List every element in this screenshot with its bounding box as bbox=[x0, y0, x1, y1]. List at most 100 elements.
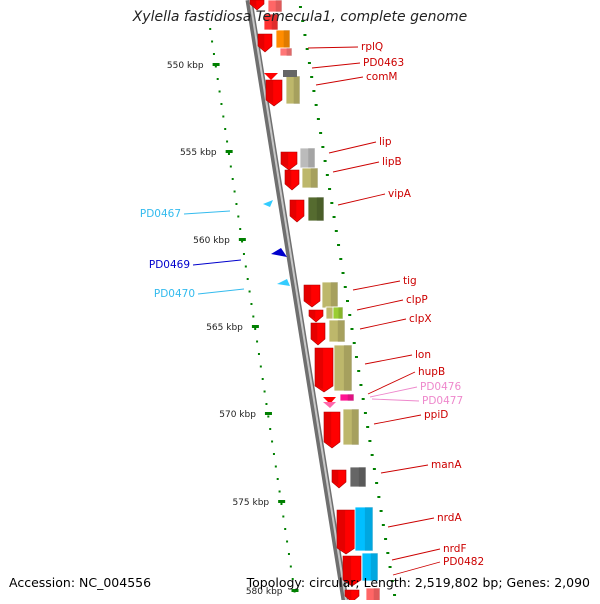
gene-label-leader bbox=[197, 288, 245, 295]
scale-major-tick bbox=[251, 325, 259, 328]
outer-tick-dot bbox=[377, 496, 381, 498]
scale-dot bbox=[218, 90, 221, 93]
scale-dot bbox=[287, 553, 290, 555]
gene-arrow-red bbox=[336, 509, 356, 555]
cog-block-gray bbox=[349, 466, 367, 488]
scale-dot bbox=[229, 165, 232, 168]
gene-label-leader bbox=[337, 193, 386, 206]
gene-arrow-red bbox=[265, 79, 283, 107]
scale-dot bbox=[242, 253, 245, 255]
cog-block-lime-shade bbox=[338, 307, 343, 319]
scale-dot bbox=[274, 465, 277, 468]
gene-label-leader bbox=[307, 46, 359, 49]
scale-dot bbox=[237, 215, 240, 218]
gene-label: PD0469 bbox=[149, 259, 190, 271]
gene-label: nrdA bbox=[437, 512, 462, 524]
scale-dot bbox=[252, 315, 255, 318]
outer-tick-dot bbox=[330, 202, 334, 204]
scale-dot bbox=[254, 328, 257, 330]
gene-label-leader bbox=[371, 398, 420, 402]
gene-label: PD0477 bbox=[422, 395, 463, 407]
gene-arrow-shade bbox=[281, 152, 289, 167]
scale-dot bbox=[211, 40, 214, 43]
gene-arrow-shade bbox=[332, 470, 339, 485]
gene-label: nrdF bbox=[443, 543, 467, 555]
cog-block-lime-body bbox=[332, 306, 344, 320]
gene-arrow-small bbox=[264, 73, 278, 80]
scale-dot bbox=[267, 415, 270, 418]
cog-block-magenta-shade bbox=[347, 394, 354, 401]
outer-tick-dot bbox=[354, 356, 358, 358]
outer-tick-dot bbox=[388, 566, 392, 568]
gene-arrow-red bbox=[280, 151, 298, 171]
cog-block-pinklight-shade bbox=[286, 48, 292, 56]
outer-tick-dot bbox=[328, 188, 332, 190]
gene-label: clpX bbox=[409, 313, 432, 325]
gene-arrow-red bbox=[344, 589, 360, 603]
scale-dot bbox=[256, 340, 259, 343]
cog-block-khaki-body bbox=[301, 167, 319, 189]
scale-dot bbox=[257, 353, 260, 355]
gene-arrow-shade bbox=[324, 412, 332, 445]
gene-label-leader bbox=[315, 76, 364, 86]
gene-label: tig bbox=[403, 275, 417, 287]
gene-label-leader bbox=[369, 386, 418, 398]
gene-label-leader bbox=[183, 210, 231, 215]
gene-arrow-shade bbox=[311, 323, 318, 342]
scale-dot bbox=[286, 540, 289, 543]
outer-tick-dot bbox=[307, 62, 311, 64]
scale-major-tick bbox=[291, 589, 299, 592]
cog-block-cyan bbox=[354, 506, 374, 552]
gene-arrow-shade bbox=[290, 200, 297, 219]
scale-label: 555 kbp bbox=[180, 148, 217, 158]
scale-dot bbox=[276, 478, 279, 480]
genome-stats-text: Topology: circular; Length: 2,519,802 bp… bbox=[246, 575, 590, 590]
cog-block-khaki-body bbox=[342, 408, 360, 446]
cog-block-olive bbox=[307, 196, 325, 222]
outer-tick-dot bbox=[334, 230, 338, 232]
outer-tick-dot bbox=[384, 538, 388, 540]
cog-block-gray-body bbox=[349, 466, 367, 488]
gene-label: ppiD bbox=[424, 409, 448, 421]
scale-major-tick bbox=[238, 238, 246, 241]
outer-tick-dot bbox=[375, 482, 379, 484]
scale-dot bbox=[233, 190, 236, 193]
gene-label: lipB bbox=[382, 156, 402, 168]
map-title: Xylella fastidiosa Temecula1, complete g… bbox=[132, 9, 468, 25]
outer-tick-dot bbox=[321, 146, 325, 148]
scale-dot bbox=[263, 390, 266, 393]
cog-block-khaki bbox=[301, 167, 319, 189]
outer-tick-dot bbox=[303, 34, 307, 36]
cog-block-red-shade bbox=[271, 14, 278, 30]
scale-dot bbox=[291, 578, 294, 580]
cog-block-pink-body bbox=[267, 0, 283, 13]
gene-label-leader bbox=[392, 561, 441, 576]
cog-block-olive-shade bbox=[316, 197, 324, 221]
scale-dot bbox=[248, 290, 251, 293]
scale-dot bbox=[226, 140, 229, 143]
outer-tick-dot bbox=[357, 370, 361, 372]
cog-block-red bbox=[263, 13, 279, 31]
gene-arrow-blue bbox=[271, 248, 287, 257]
gene-label: hupB bbox=[418, 366, 445, 378]
scale-major-tick bbox=[212, 63, 220, 66]
gene-label: comM bbox=[366, 71, 398, 83]
gene-label-leader bbox=[367, 371, 416, 395]
cog-block-khaki-body bbox=[333, 344, 353, 392]
gene-arrow-red bbox=[249, 0, 265, 11]
outer-tick-dot bbox=[386, 552, 390, 554]
outer-tick-dot bbox=[298, 6, 302, 8]
outer-tick-dot bbox=[363, 412, 367, 414]
cog-block-gray bbox=[283, 70, 297, 77]
gene-arrow-red bbox=[331, 469, 347, 489]
gene-arrow-cyan bbox=[277, 279, 290, 286]
gene-label: PD0470 bbox=[154, 288, 195, 300]
cog-block-lime bbox=[332, 306, 344, 320]
outer-tick-dot bbox=[352, 342, 356, 344]
outer-tick-dot bbox=[343, 286, 347, 288]
scale-dot bbox=[216, 78, 219, 80]
gene-arrow-red bbox=[342, 555, 362, 587]
gene-arrow-cyan bbox=[263, 200, 273, 207]
scale-dot bbox=[241, 240, 244, 243]
